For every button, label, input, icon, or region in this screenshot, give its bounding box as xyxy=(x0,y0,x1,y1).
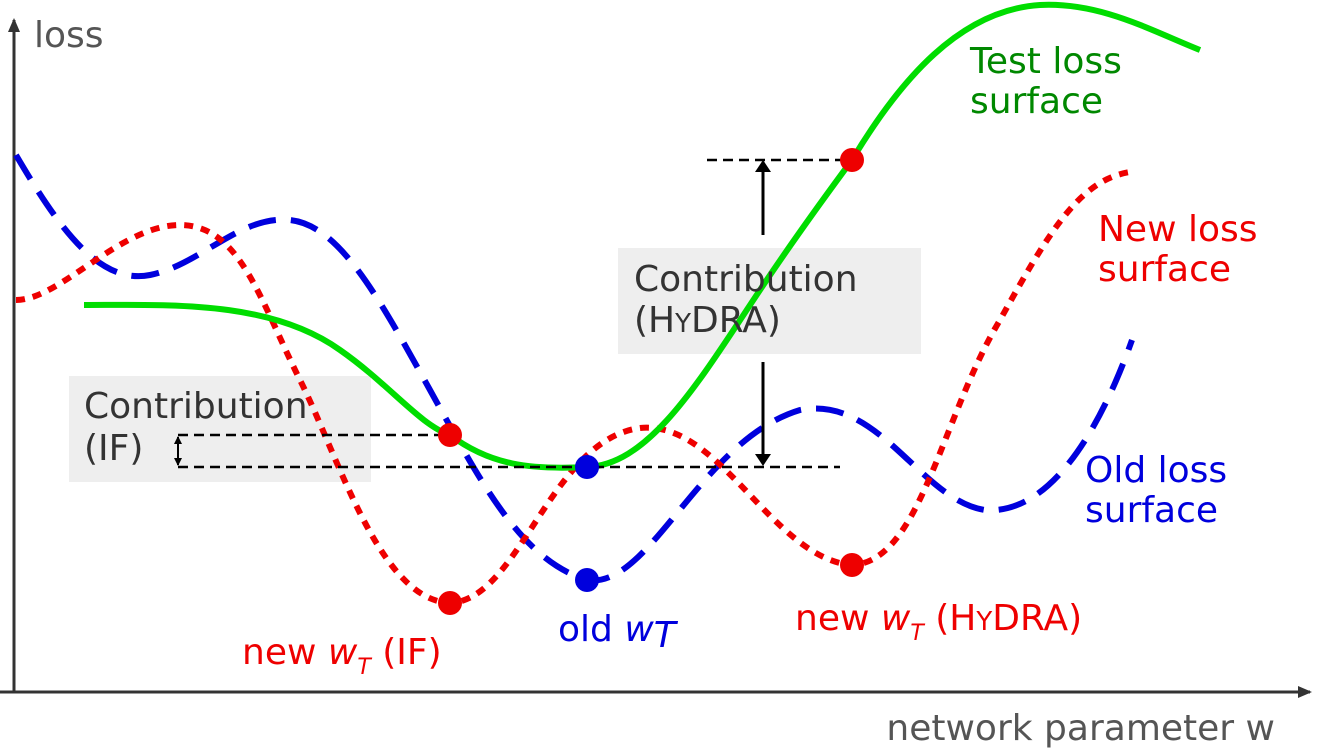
contribution-hydra-box xyxy=(618,248,921,354)
new-curve-label-2: surface xyxy=(1098,249,1231,290)
point-old-min xyxy=(575,568,599,592)
new-loss-curve xyxy=(15,169,1131,607)
point-new-hydra xyxy=(840,553,864,577)
new-curve-label-1: New loss xyxy=(1098,209,1258,250)
point-old xyxy=(575,455,599,479)
if-contribution-label-2: (IF) xyxy=(84,428,143,469)
old-point-label: old wT xyxy=(558,609,679,656)
if-contribution-label-1: Contribution xyxy=(84,386,308,427)
point-test-at-new-hydra xyxy=(840,148,864,172)
old-curve-label-1: Old loss xyxy=(1085,450,1227,491)
test-curve-label-1: Test loss xyxy=(969,41,1122,82)
point-test-at-new-if xyxy=(438,423,462,447)
test-loss-curve xyxy=(83,1,1202,471)
hydra-contribution-label-1: Contribution xyxy=(634,259,858,300)
test-curve-label-2: surface xyxy=(970,81,1103,122)
old-curve-label-2: surface xyxy=(1085,490,1218,531)
hydra-contribution-label-2: (HYDRA) xyxy=(634,300,781,341)
new-hydra-label: new wT (HYDRA) xyxy=(795,598,1082,646)
old-loss-curve xyxy=(13,153,1135,584)
new-if-label: new wT (IF) xyxy=(242,632,442,680)
point-new-if xyxy=(438,591,462,615)
y-axis-label: loss xyxy=(34,15,104,56)
x-axis-label: network parameter w xyxy=(886,708,1275,749)
